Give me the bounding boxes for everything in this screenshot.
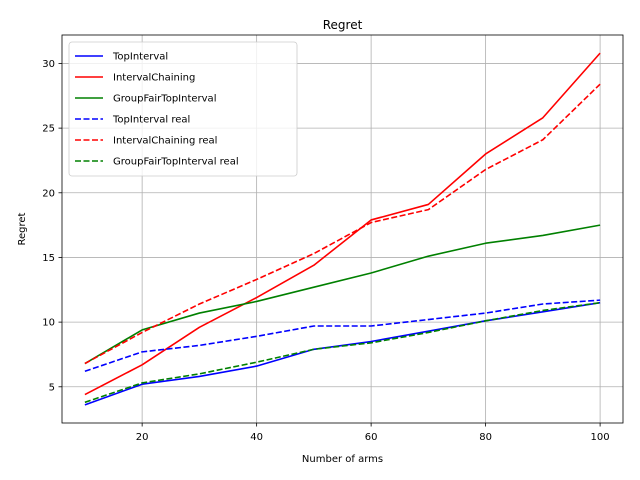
plot-frame [61, 34, 624, 424]
legend-label: GroupFairTopInterval [113, 94, 216, 105]
legend-box [68, 41, 298, 177]
series-line-groupfairtopinterval [84, 224, 601, 365]
legend-label: TopInterval real [112, 115, 190, 126]
x-tick-label: 20 [136, 432, 149, 443]
series-line-topinterval-real [84, 299, 601, 373]
x-tick-label: 100 [591, 432, 610, 443]
chart-title: Regret [323, 18, 363, 32]
series-lines [84, 52, 601, 406]
y-tick-label: 5 [49, 382, 55, 393]
x-tick-label: 40 [250, 432, 263, 443]
legend-label: IntervalChaining real [113, 136, 217, 147]
series-line-groupfairtopinterval-real [84, 301, 601, 404]
y-tick-label: 25 [42, 124, 55, 135]
series-line-intervalchaining [84, 52, 601, 396]
x-tick-label: 60 [365, 432, 378, 443]
legend-label: TopInterval [112, 52, 168, 63]
y-axis-title: Regret [17, 212, 28, 245]
y-tick-label: 15 [42, 253, 55, 264]
x-tick-label: 80 [479, 432, 492, 443]
x-axis-title: Number of arms [302, 454, 383, 465]
legend: TopInterval IntervalChaining GroupFairTopI… [68, 41, 298, 177]
y-axis-ticks: 5 10 15 20 25 30 [42, 59, 62, 393]
grid-lines [62, 35, 623, 423]
legend-label: GroupFairTopInterval real [113, 157, 239, 168]
legend-label: IntervalChaining [113, 73, 195, 84]
y-tick-label: 10 [42, 318, 55, 329]
y-tick-label: 30 [42, 59, 55, 70]
series-line-intervalchaining-real [84, 83, 601, 365]
y-tick-label: 20 [42, 188, 55, 199]
x-axis-ticks: 20 40 60 80 100 [136, 423, 610, 443]
